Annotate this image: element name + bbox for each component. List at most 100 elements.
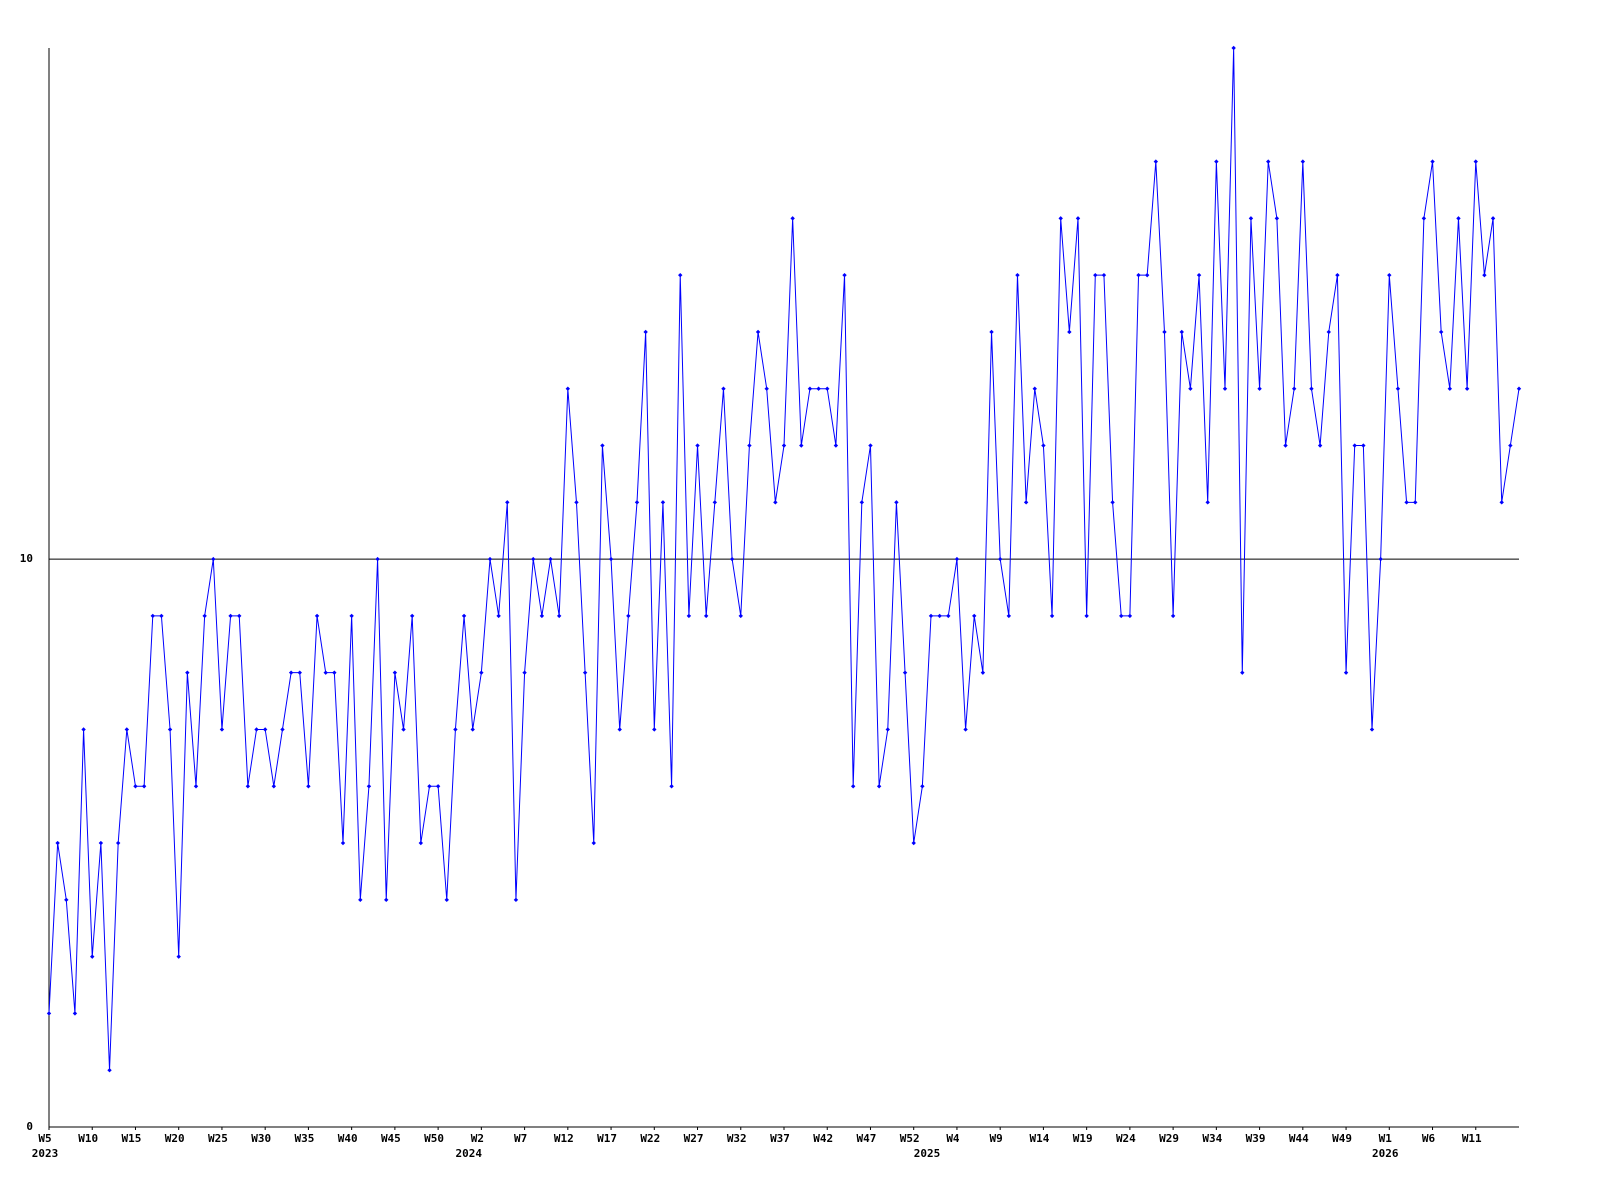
x-tick-label: W47	[857, 1132, 877, 1145]
x-tick-label: W32	[727, 1132, 747, 1145]
x-tick-label: W49	[1332, 1132, 1352, 1145]
data-point	[349, 613, 354, 619]
data-point	[1015, 272, 1020, 278]
data-point	[1283, 443, 1288, 448]
data-point	[928, 613, 934, 619]
data-point	[1179, 329, 1184, 335]
data-point	[937, 613, 942, 619]
data-point	[833, 443, 839, 448]
x-tick-label: W27	[684, 1132, 704, 1145]
data-point	[1378, 556, 1383, 562]
data-point	[1447, 386, 1453, 391]
data-point	[980, 670, 986, 675]
data-point	[1404, 500, 1409, 505]
data-point	[271, 784, 277, 789]
x-tick-label: W52	[900, 1132, 920, 1145]
data-point	[1205, 500, 1210, 505]
data-point	[747, 443, 752, 448]
data-point	[963, 727, 968, 732]
data-point	[773, 500, 778, 505]
x-tick-label: W25	[208, 1132, 228, 1145]
data-point	[280, 727, 285, 732]
data-point	[297, 670, 302, 675]
data-point	[548, 556, 553, 562]
data-point	[850, 784, 856, 789]
data-point	[1421, 216, 1427, 221]
x-tick-label: W1	[1379, 1132, 1393, 1145]
data-point	[505, 500, 510, 505]
data-point	[453, 727, 458, 732]
data-point	[1049, 613, 1055, 619]
data-point	[591, 840, 596, 846]
x-tick-label: W22	[640, 1132, 660, 1145]
data-point	[323, 670, 328, 675]
data-point	[721, 386, 726, 391]
data-point	[816, 386, 821, 391]
data-point	[254, 727, 259, 732]
data-point	[738, 613, 743, 619]
x-tick-label: W39	[1246, 1132, 1266, 1145]
data-point	[1188, 386, 1193, 391]
data-point	[332, 670, 337, 675]
data-point	[1473, 159, 1478, 164]
y-tick-label: 0	[26, 1120, 33, 1133]
data-point	[167, 727, 173, 732]
data-point	[133, 784, 138, 789]
data-point	[1041, 443, 1046, 448]
data-point	[1170, 613, 1176, 619]
data-point	[64, 897, 69, 903]
year-label: 2024	[455, 1147, 482, 1160]
data-point	[1490, 216, 1496, 221]
data-point	[634, 500, 640, 505]
x-tick-label: W35	[294, 1132, 314, 1145]
data-point	[695, 443, 700, 448]
data-point	[1456, 216, 1461, 221]
data-point	[807, 386, 813, 391]
data-point	[1343, 670, 1349, 675]
data-point	[314, 613, 320, 619]
data-point	[202, 613, 207, 619]
data-point	[539, 613, 545, 619]
data-point	[920, 784, 925, 789]
data-point	[1240, 670, 1245, 675]
data-point	[1162, 329, 1167, 335]
data-point	[1395, 386, 1401, 391]
x-tick-label: W5	[38, 1132, 51, 1145]
x-tick-label: W10	[78, 1132, 98, 1145]
data-point	[1023, 500, 1029, 505]
data-point	[470, 727, 475, 732]
data-point	[1430, 159, 1435, 164]
x-tick-label: W7	[514, 1132, 527, 1145]
data-point	[946, 613, 951, 619]
x-tick-label: W40	[338, 1132, 358, 1145]
data-point	[228, 613, 233, 619]
data-point	[461, 613, 467, 619]
data-point	[1222, 386, 1228, 391]
data-point	[1231, 45, 1236, 51]
data-point	[703, 613, 709, 619]
x-tick-label: W50	[424, 1132, 444, 1145]
data-point	[911, 840, 916, 846]
data-point	[669, 784, 674, 789]
x-tick-label: W24	[1116, 1132, 1136, 1145]
data-point	[211, 556, 216, 562]
data-point	[1257, 386, 1262, 391]
data-point	[1084, 613, 1089, 619]
x-tick-label: W17	[597, 1132, 617, 1145]
x-tick-label: W15	[122, 1132, 142, 1145]
x-tick-label: W2	[471, 1132, 484, 1145]
data-point	[81, 727, 86, 732]
data-point	[496, 613, 501, 619]
data-point	[176, 954, 181, 959]
data-point	[885, 727, 890, 732]
year-label: 2023	[32, 1147, 59, 1160]
data-point	[1326, 329, 1331, 335]
data-point	[409, 613, 415, 619]
data-point	[868, 443, 873, 448]
data-point	[159, 613, 164, 619]
x-tick-label: W9	[990, 1132, 1003, 1145]
data-point	[729, 556, 735, 562]
data-point	[1136, 272, 1141, 278]
data-point	[1387, 272, 1392, 278]
data-point	[954, 556, 960, 562]
